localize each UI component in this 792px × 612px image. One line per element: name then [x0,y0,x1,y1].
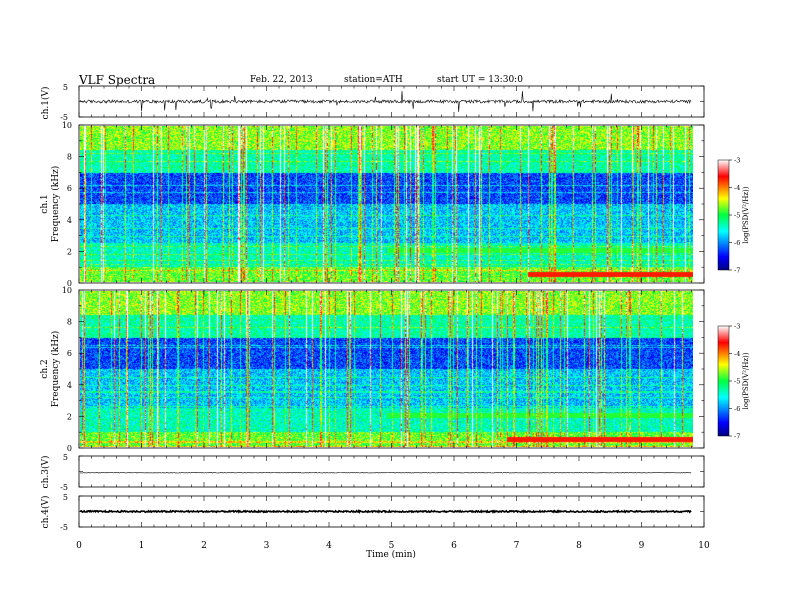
frequency-tick-label: 4 [67,216,72,225]
frequency-tick-label: 6 [67,349,72,358]
x-tick-label: 9 [639,541,645,551]
ch1-spectrogram [80,126,693,282]
x-tick-label: 1 [139,541,145,551]
ch4-trace [79,509,692,514]
x-tick-label: 7 [514,541,520,551]
x-tick-label: 6 [451,541,457,551]
ch1-colorbar [717,159,730,271]
ch1-trace [79,90,692,112]
y-tick-label: -5 [60,113,68,122]
x-tick-label: 4 [326,541,332,551]
x-tick-label: 3 [264,541,270,551]
y-tick-label: 5 [63,453,68,462]
ch3-voltage-axis-label: ch.3(V) [40,456,51,489]
y-tick-label: 5 [63,83,68,92]
x-tick-label: 2 [201,541,207,551]
ch4-voltage-axis-label: ch.4(V) [40,496,51,529]
x-tick-label: 0 [76,541,82,551]
frequency-tick-label: 0 [67,279,72,288]
chart-title: VLF Spectra [78,73,155,87]
y-tick-label: 5 [63,493,68,502]
colorbar-tick-label: -4 [734,184,740,192]
frequency-tick-label: 4 [67,381,72,390]
colorbar-tick-label: -3 [734,323,740,331]
ch2-colorbar [717,325,730,437]
ch3-trace [80,472,692,474]
colorbar-tick-label: -6 [734,239,740,247]
colorbar-tick-label: -7 [734,433,740,441]
station-label: station=ATH [344,75,403,85]
colorbar-tick-label: -6 [734,405,740,413]
ch2-colorbar-label: log(PSD(V²/Hz)) [742,352,750,409]
frequency-tick-label: 10 [62,121,72,130]
ch2-spectrogram [80,291,693,447]
x-tick-label: 8 [576,541,582,551]
frequency-tick-label: 0 [67,444,72,453]
y-tick-label: -5 [60,483,68,492]
frequency-tick-label: 2 [67,247,72,256]
start-ut-label: start UT = 13:30:0 [437,75,523,85]
ch2-frequency-axis-label: Frequency (kHz) [50,331,61,408]
frequency-tick-label: 6 [67,184,72,193]
x-tick-label: 10 [698,541,710,551]
frequency-tick-label: 10 [62,286,72,295]
colorbar-tick-label: -5 [734,378,740,386]
x-tick-label: 5 [389,541,395,551]
colorbar-tick-label: -5 [734,212,740,220]
ch1-colorbar-label: log(PSD(V²/Hz)) [742,186,750,243]
x-axis-label: Time (min) [366,549,416,560]
frequency-tick-label: 2 [67,412,72,421]
colorbar-tick-label: -7 [734,267,740,275]
ch2-spectrogram-channel-label: ch.2 [40,359,50,378]
colorbar-tick-label: -3 [734,157,740,165]
ch1-frequency-axis-label: Frequency (kHz) [50,166,61,243]
y-tick-label: -5 [60,523,68,532]
colorbar-tick-label: -4 [734,350,740,358]
ch1-spectrogram-channel-label: ch.1 [40,194,50,213]
date-label: Feb. 22, 2013 [250,75,313,85]
ch1-voltage-axis-label: ch.1(V) [40,87,51,120]
frequency-tick-label: 8 [67,318,72,327]
frequency-tick-label: 8 [67,153,72,162]
